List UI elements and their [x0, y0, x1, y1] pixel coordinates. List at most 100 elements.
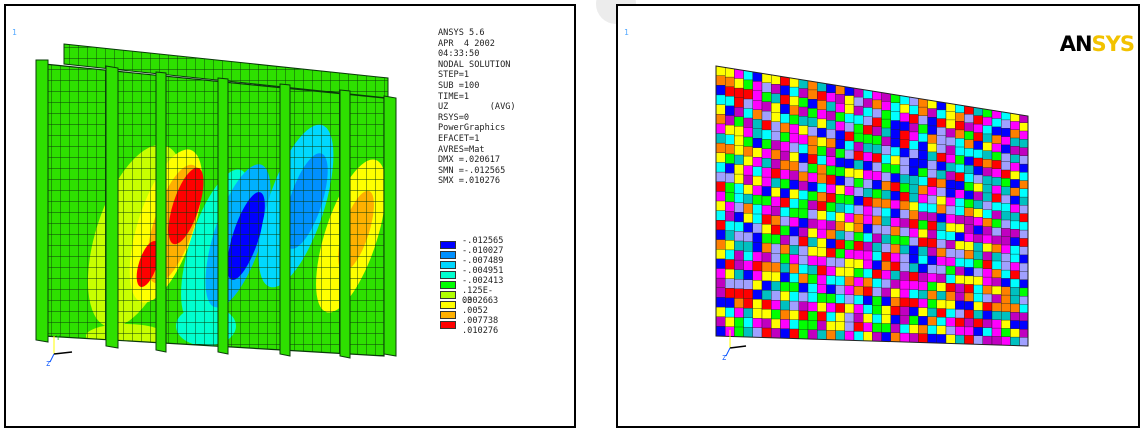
mesh-element	[964, 267, 974, 277]
contour-model-plot[interactable]: Y Z	[6, 36, 426, 396]
mesh-element	[899, 139, 910, 149]
mesh-element	[872, 269, 882, 280]
mesh-element	[826, 220, 836, 231]
mesh-element	[899, 244, 910, 255]
mesh-element	[826, 330, 836, 340]
mesh-element	[890, 261, 901, 272]
mesh-element	[770, 262, 781, 273]
mesh-element	[853, 168, 864, 179]
element-plot-viewport[interactable]: 1 ANSYS Z	[616, 4, 1140, 428]
mesh-element	[1010, 303, 1020, 313]
mesh-element	[770, 299, 781, 311]
mesh-element	[816, 173, 827, 184]
mesh-element	[770, 140, 781, 151]
mesh-element	[982, 260, 993, 270]
mesh-element	[743, 241, 753, 252]
mesh-element	[964, 224, 974, 234]
mesh-element	[716, 171, 726, 183]
mesh-element	[991, 227, 1002, 237]
mesh-element	[1010, 195, 1020, 205]
mesh-element	[734, 164, 744, 175]
mesh-element	[734, 221, 744, 232]
mesh-element	[761, 139, 772, 150]
info-line: RSYS=0	[438, 112, 470, 123]
mesh-element	[964, 139, 974, 149]
mesh-element	[761, 261, 772, 272]
mesh-element	[780, 244, 790, 255]
mesh-element	[881, 287, 892, 298]
mesh-element	[982, 302, 993, 312]
mesh-element	[964, 318, 974, 328]
mesh-element	[798, 245, 809, 256]
mesh-element	[927, 273, 938, 283]
mesh-element	[982, 142, 993, 152]
mesh-element	[881, 305, 892, 316]
mesh-element	[908, 192, 919, 203]
mesh-element	[816, 137, 827, 148]
stiffeners	[35, 59, 397, 359]
mesh-element	[982, 251, 993, 261]
mesh-element	[816, 302, 827, 313]
mesh-element	[752, 166, 763, 177]
mesh-element	[872, 153, 882, 163]
mesh-element	[816, 192, 827, 203]
mesh-element	[770, 281, 781, 292]
mesh-element	[789, 114, 799, 125]
mesh-element	[890, 306, 901, 316]
mesh-element	[816, 283, 827, 294]
mesh-element	[798, 88, 809, 99]
mesh-element	[927, 247, 938, 257]
element-model-plot[interactable]: Z	[678, 46, 1098, 386]
mesh-element	[991, 176, 1002, 187]
mesh-element	[899, 218, 910, 228]
mesh-element	[789, 86, 799, 97]
mesh-element	[761, 309, 772, 320]
mesh-element	[982, 217, 993, 228]
mesh-element	[872, 314, 882, 324]
mesh-element	[1010, 170, 1020, 180]
mesh-element	[780, 309, 790, 320]
mesh-element	[955, 163, 965, 174]
mesh-element	[890, 137, 901, 148]
mesh-element	[734, 107, 744, 118]
mesh-element	[881, 269, 892, 280]
mesh-element	[899, 332, 910, 343]
mesh-element	[927, 281, 938, 292]
mesh-element	[716, 297, 726, 308]
mesh-element	[1019, 180, 1028, 190]
mesh-element	[991, 277, 1002, 287]
mesh-element	[725, 86, 735, 97]
mesh-element	[1001, 319, 1011, 329]
mesh-element	[936, 196, 947, 206]
mesh-element	[743, 270, 753, 281]
mesh-element	[955, 232, 965, 242]
info-line: STEP=1	[438, 70, 470, 81]
mesh-element	[844, 122, 855, 133]
mesh-element	[890, 208, 901, 219]
mesh-element	[835, 257, 846, 268]
mesh-element	[973, 284, 984, 295]
mesh-element	[780, 169, 790, 180]
mesh-element	[890, 111, 901, 121]
mesh-element	[881, 101, 892, 111]
mesh-element	[936, 291, 947, 301]
mesh-element	[835, 166, 846, 177]
mesh-element	[927, 333, 938, 344]
mesh-element	[945, 205, 956, 215]
mesh-element	[973, 310, 984, 320]
mesh-element	[835, 194, 846, 204]
mesh-element	[872, 215, 882, 226]
mesh-element	[734, 307, 744, 318]
mesh-element	[991, 118, 1002, 128]
mesh-element	[973, 225, 984, 235]
mesh-element	[862, 223, 873, 234]
ansys-logo: ANSYS	[1059, 32, 1135, 56]
mesh-element	[908, 157, 919, 168]
mesh-element	[780, 263, 790, 274]
legend-swatch	[440, 261, 456, 269]
mesh-element	[862, 98, 873, 109]
mesh-element	[743, 212, 753, 224]
mesh-element	[872, 278, 882, 288]
nodal-solution-viewport[interactable]: 1	[4, 4, 576, 428]
mesh-element	[743, 136, 753, 148]
